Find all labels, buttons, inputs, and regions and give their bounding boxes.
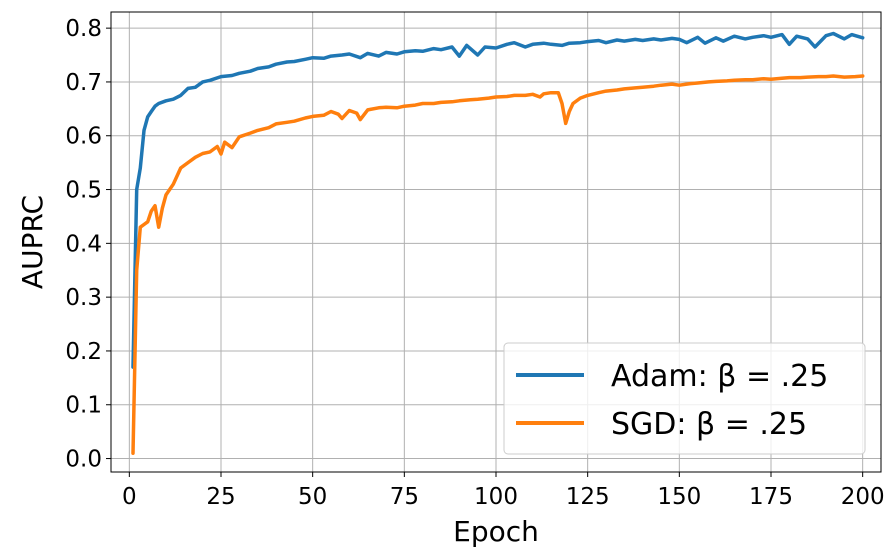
y-tick-label: 0.6	[65, 124, 102, 150]
y-tick-label: 0.8	[65, 16, 102, 42]
y-tick-label: 0.0	[65, 447, 102, 473]
x-axis: 0 25 50 75 100 125 150 175 200	[122, 472, 885, 510]
y-tick-label: 0.1	[65, 393, 102, 419]
y-tick-label: 0.4	[65, 231, 102, 257]
x-tick-label: 175	[749, 484, 793, 510]
y-axis-label: AUPRC	[16, 195, 49, 289]
legend-label-adam: Adam: β = .25	[611, 359, 828, 394]
y-axis: 0.0 0.1 0.2 0.3 0.4 0.5 0.6 0.7 0.8	[65, 16, 111, 473]
y-tick-label: 0.5	[65, 178, 102, 204]
x-tick-label: 200	[841, 484, 885, 510]
series-group	[131, 31, 865, 455]
y-tick-label: 0.2	[65, 339, 102, 365]
y-tick-label: 0.3	[65, 285, 102, 311]
legend-label-sgd: SGD: β = .25	[611, 407, 807, 442]
grid	[111, 12, 881, 472]
x-tick-label: 100	[474, 484, 518, 510]
series-line-adam	[131, 31, 865, 369]
y-tick-label: 0.7	[65, 70, 102, 96]
x-tick-label: 0	[122, 484, 137, 510]
x-tick-label: 25	[206, 484, 235, 510]
x-axis-label: Epoch	[453, 515, 539, 548]
series-line-sgd	[131, 74, 865, 455]
x-tick-label: 150	[657, 484, 701, 510]
x-tick-label: 50	[298, 484, 327, 510]
legend-box	[503, 342, 866, 455]
x-tick-label: 75	[390, 484, 419, 510]
legend: Adam: β = .25 SGD: β = .25	[503, 342, 866, 455]
x-tick-label: 125	[566, 484, 610, 510]
